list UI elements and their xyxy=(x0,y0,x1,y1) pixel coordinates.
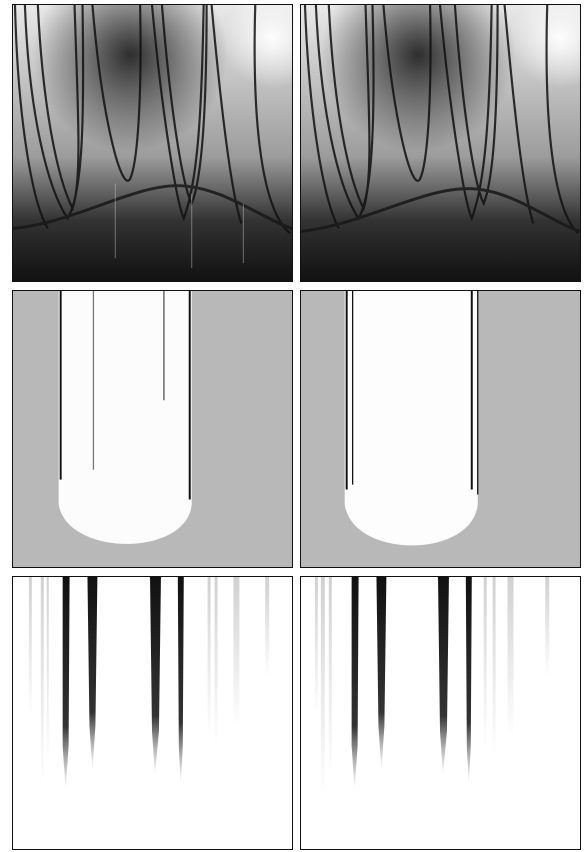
faint-streaks-left xyxy=(28,577,270,786)
white-band-right xyxy=(301,291,580,567)
dark-streaks-left xyxy=(62,577,184,791)
fringe-lines-right xyxy=(301,5,580,235)
panel-row2-left xyxy=(12,290,293,568)
fringe-lines-left xyxy=(13,5,292,235)
panel-row1-right xyxy=(300,4,581,282)
streak-pattern-left xyxy=(13,577,292,849)
white-band-left xyxy=(13,291,292,567)
interference-pattern-left xyxy=(13,5,292,281)
panel-row3-left xyxy=(12,576,293,850)
interference-pattern-right xyxy=(301,5,580,281)
streak-pattern-right xyxy=(301,577,580,849)
panel-row3-right xyxy=(300,576,581,850)
dark-streaks-right xyxy=(351,577,472,791)
faint-streaks-right xyxy=(314,577,550,796)
sharp-edges-right xyxy=(345,291,479,495)
sharp-edges-left xyxy=(59,291,191,500)
panel-row2-right xyxy=(300,290,581,568)
vertical-streaks-left xyxy=(114,183,244,269)
panel-row1-left xyxy=(12,4,293,282)
